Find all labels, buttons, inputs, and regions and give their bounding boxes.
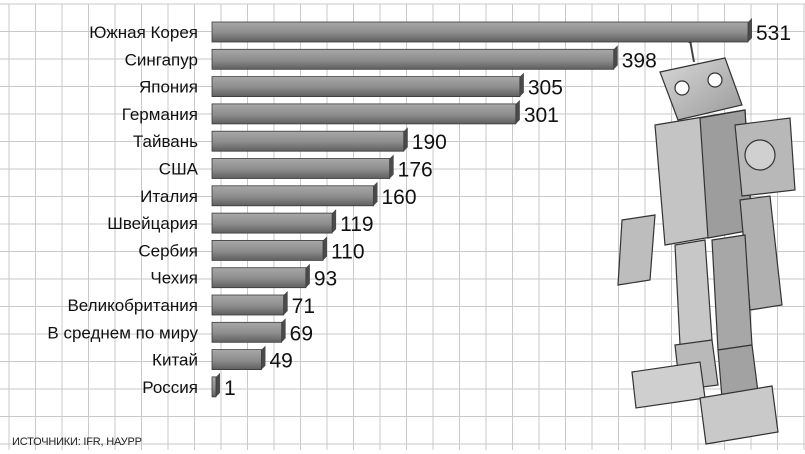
category-label: Чехия (150, 269, 198, 288)
value-label: 93 (314, 268, 337, 291)
category-label: Россия (142, 378, 198, 397)
bar (211, 130, 405, 152)
value-label: 110 (331, 240, 364, 263)
bar (211, 212, 333, 234)
category-label: Италия (140, 187, 198, 206)
value-label: 49 (269, 350, 292, 373)
bar (211, 158, 391, 179)
category-label: Тайвань (133, 132, 198, 151)
value-label: 301 (524, 104, 559, 127)
bar (211, 103, 517, 125)
category-label: Великобритания (67, 296, 198, 315)
bar (211, 349, 262, 371)
bar (211, 185, 374, 207)
value-label: 69 (290, 322, 313, 345)
robot-image (617, 36, 796, 445)
category-label: Сербия (138, 241, 198, 260)
bar (211, 376, 217, 398)
category-label: Япония (139, 78, 198, 97)
category-label: Сингапур (125, 50, 198, 69)
value-label: 531 (756, 22, 791, 45)
value-label: 71 (292, 295, 315, 318)
category-label: Южная Корея (89, 23, 198, 42)
category-label: Швейцария (107, 214, 198, 233)
source-note: ИСТОЧНИКИ: IFR, НАУРР (12, 436, 142, 448)
value-label: 305 (528, 77, 563, 100)
value-label: 176 (398, 159, 433, 182)
bars-group: Южная Корея 531 Сингапур 398 Япония 305 Герман… (47, 18, 791, 400)
bar (211, 267, 307, 289)
value-label: 119 (340, 213, 373, 236)
category-label: Германия (122, 105, 198, 124)
value-label: 1 (224, 377, 236, 400)
value-label: 190 (412, 131, 447, 154)
category-label: США (159, 160, 199, 179)
bar (211, 294, 285, 316)
bar (211, 76, 521, 97)
category-label: Китай (152, 351, 198, 370)
value-label: 398 (622, 49, 657, 72)
bar (211, 239, 324, 261)
bar (211, 48, 615, 70)
bar (211, 321, 283, 343)
category-label: В среднем по миру (47, 323, 198, 342)
bar (211, 21, 749, 43)
value-label: 160 (382, 186, 417, 209)
